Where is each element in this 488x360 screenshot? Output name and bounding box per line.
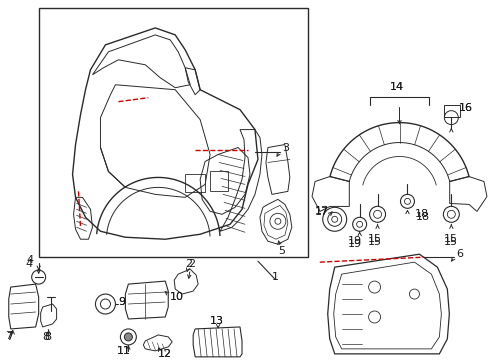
Circle shape xyxy=(124,333,132,341)
Bar xyxy=(444,105,459,117)
Text: 12: 12 xyxy=(158,349,172,359)
Text: 19: 19 xyxy=(347,236,361,246)
Text: 9: 9 xyxy=(118,297,125,307)
Text: 4: 4 xyxy=(27,255,34,265)
Text: 7: 7 xyxy=(6,332,13,342)
Bar xyxy=(185,175,204,192)
Text: 12: 12 xyxy=(158,349,172,359)
Text: 13: 13 xyxy=(210,316,224,326)
Text: 3: 3 xyxy=(281,143,288,153)
Text: 10: 10 xyxy=(170,292,184,302)
Text: 18: 18 xyxy=(415,212,428,222)
Text: 9: 9 xyxy=(118,297,125,307)
Text: 10: 10 xyxy=(170,292,184,302)
Text: 16: 16 xyxy=(458,103,472,113)
Text: 11: 11 xyxy=(116,346,130,356)
Text: 15: 15 xyxy=(367,237,381,247)
Text: 15: 15 xyxy=(443,237,456,247)
Text: 5: 5 xyxy=(277,246,285,256)
Text: 4: 4 xyxy=(26,259,33,269)
Text: 18: 18 xyxy=(414,209,427,219)
Text: 13: 13 xyxy=(210,316,224,326)
Text: 16: 16 xyxy=(458,103,472,113)
Text: 17: 17 xyxy=(314,207,328,217)
Text: 7: 7 xyxy=(5,331,12,341)
Text: 15: 15 xyxy=(443,234,456,244)
Bar xyxy=(210,171,227,192)
Text: 2: 2 xyxy=(188,259,195,269)
Text: 19: 19 xyxy=(347,239,361,249)
Text: 2: 2 xyxy=(185,259,192,269)
Text: 14: 14 xyxy=(389,82,403,92)
Text: 6: 6 xyxy=(455,249,462,259)
Text: 17: 17 xyxy=(314,206,328,216)
Text: 1: 1 xyxy=(271,272,278,282)
Text: 14: 14 xyxy=(389,82,403,92)
Text: 8: 8 xyxy=(44,332,52,342)
Text: 8: 8 xyxy=(42,332,50,342)
Bar xyxy=(39,8,307,257)
Text: 15: 15 xyxy=(367,234,381,244)
Text: 11: 11 xyxy=(116,346,130,356)
